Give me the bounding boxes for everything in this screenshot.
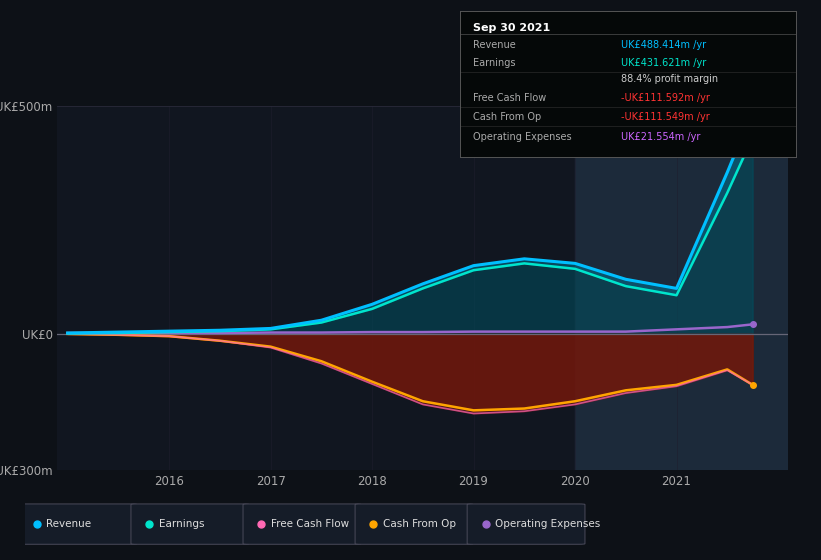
Bar (575, 106, 798, 470)
Text: Operating Expenses: Operating Expenses (495, 519, 600, 529)
FancyBboxPatch shape (131, 504, 249, 544)
FancyBboxPatch shape (19, 504, 136, 544)
Text: Revenue: Revenue (47, 519, 92, 529)
FancyBboxPatch shape (243, 504, 360, 544)
Text: 88.4% profit margin: 88.4% profit margin (621, 74, 718, 84)
Text: Sep 30 2021: Sep 30 2021 (473, 23, 550, 33)
FancyBboxPatch shape (355, 504, 473, 544)
Text: UK£21.554m /yr: UK£21.554m /yr (621, 132, 700, 142)
Text: Free Cash Flow: Free Cash Flow (473, 93, 547, 102)
Text: Revenue: Revenue (473, 40, 516, 50)
Text: -UK£111.549m /yr: -UK£111.549m /yr (621, 111, 710, 122)
Text: Cash From Op: Cash From Op (473, 111, 542, 122)
Text: Free Cash Flow: Free Cash Flow (271, 519, 349, 529)
Text: Earnings: Earnings (473, 58, 516, 68)
Text: -UK£111.592m /yr: -UK£111.592m /yr (621, 93, 710, 102)
Text: Earnings: Earnings (158, 519, 204, 529)
Text: UK£488.414m /yr: UK£488.414m /yr (621, 40, 706, 50)
FancyBboxPatch shape (467, 504, 585, 544)
Text: Cash From Op: Cash From Op (383, 519, 456, 529)
Text: UK£431.621m /yr: UK£431.621m /yr (621, 58, 707, 68)
Text: Operating Expenses: Operating Expenses (473, 132, 572, 142)
